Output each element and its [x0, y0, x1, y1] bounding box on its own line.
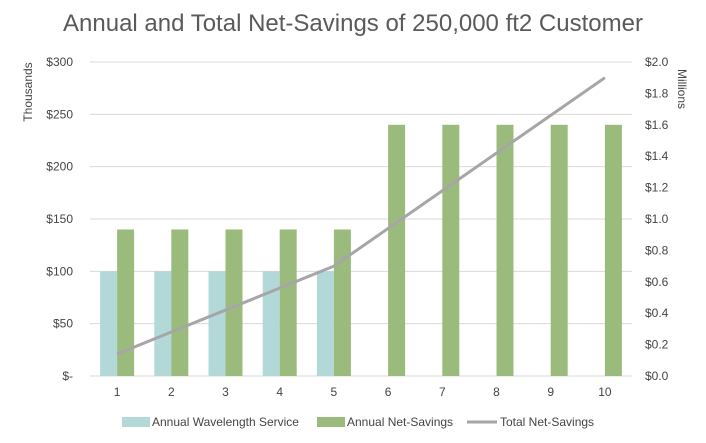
bar-annual-wavelength-service	[262, 271, 280, 376]
y-left-tick-label: $100	[46, 264, 73, 278]
y-right-tick-label: $1.8	[645, 86, 669, 100]
y-left-tick-label: $150	[46, 212, 73, 226]
y-left-tick-label: $300	[46, 55, 73, 69]
bar-annual-net-savings	[388, 124, 406, 376]
y-left-tick-label: $-	[62, 369, 73, 383]
legend-label-annual-net-savings: Annual Net-Savings	[347, 415, 453, 429]
x-tick-label: 9	[547, 385, 554, 399]
x-tick-label: 8	[493, 385, 500, 399]
y-right-tick-label: $0.8	[645, 243, 669, 257]
x-tick-label: 6	[385, 385, 392, 399]
y-right-tick-label: $1.4	[645, 149, 669, 163]
bar-annual-wavelength-service	[208, 271, 226, 376]
bar-annual-net-savings	[604, 124, 622, 376]
bar-annual-net-savings	[171, 229, 189, 376]
y-right-tick-label: $0.6	[645, 275, 669, 289]
y-right-tick-label: $1.6	[645, 118, 669, 132]
y-right-axis-title: Millions	[675, 69, 689, 109]
legend-label-total-net-savings: Total Net-Savings	[500, 415, 594, 429]
bar-annual-net-savings	[279, 229, 297, 376]
y-right-tick-label: $2.0	[645, 55, 669, 69]
x-tick-label: 2	[168, 385, 175, 399]
x-tick-label: 4	[276, 385, 283, 399]
x-tick-label: 10	[598, 385, 612, 399]
y-left-tick-label: $50	[53, 317, 73, 331]
y-right-tick-label: $1.0	[645, 212, 669, 226]
y-right-tick-label: $0.4	[645, 306, 669, 320]
y-left-axis-title: Thousands	[21, 62, 35, 121]
x-tick-label: 7	[439, 385, 446, 399]
y-right-tick-label: $1.2	[645, 181, 669, 195]
x-tick-label: 5	[331, 385, 338, 399]
chart-title: Annual and Total Net-Savings of 250,000 …	[63, 10, 643, 37]
bar-annual-net-savings	[496, 124, 514, 376]
bar-annual-net-savings	[225, 229, 243, 376]
bar-annual-net-savings	[550, 124, 568, 376]
x-tick-label: 1	[114, 385, 121, 399]
legend-swatch-annual-wavelength-service	[122, 417, 150, 427]
y-right-tick-label: $0.2	[645, 338, 669, 352]
y-right-tick-label: $0.0	[645, 369, 669, 383]
bar-annual-net-savings	[442, 124, 460, 376]
bar-annual-wavelength-service	[100, 271, 118, 376]
legend-swatch-annual-net-savings	[317, 417, 345, 427]
bar-annual-net-savings	[117, 229, 135, 376]
legend-label-annual-wavelength-service: Annual Wavelength Service	[152, 415, 299, 429]
x-tick-label: 3	[222, 385, 229, 399]
bar-annual-wavelength-service	[316, 271, 334, 376]
y-left-tick-label: $200	[46, 160, 73, 174]
line-total-net-savings	[116, 76, 606, 356]
bar-annual-wavelength-service	[154, 271, 172, 376]
bar-annual-net-savings	[333, 229, 351, 376]
y-left-tick-label: $250	[46, 107, 73, 121]
